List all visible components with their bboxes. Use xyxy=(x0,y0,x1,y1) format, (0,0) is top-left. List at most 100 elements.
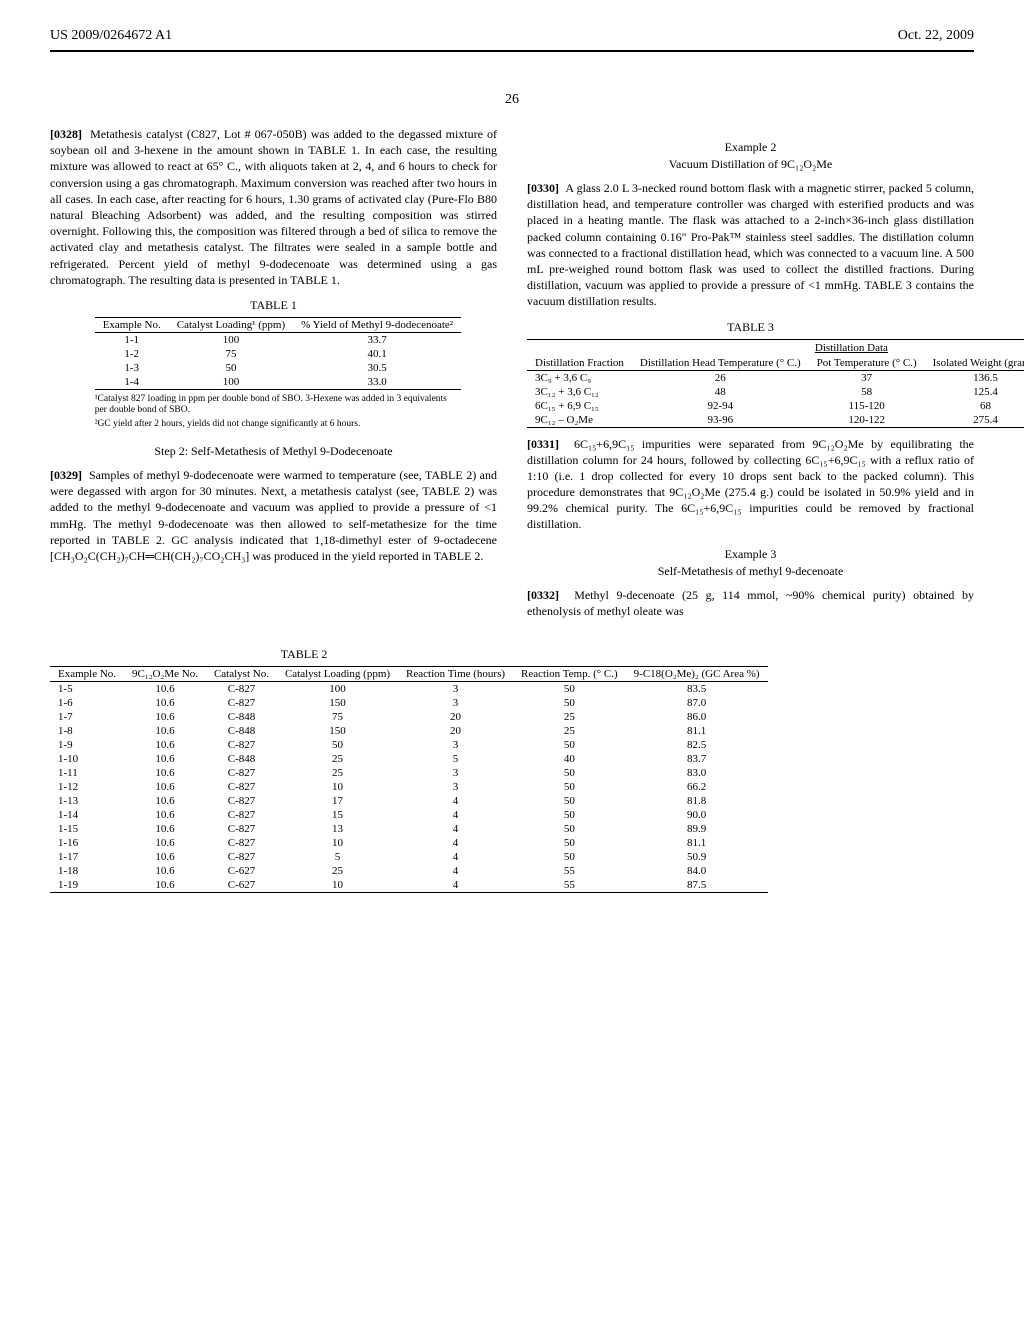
table-cell: 75 xyxy=(277,710,398,724)
table-cell: 1-7 xyxy=(50,710,124,724)
table-cell: 120-122 xyxy=(809,413,925,428)
table-cell: 10 xyxy=(277,836,398,850)
table-cell: 1-9 xyxy=(50,738,124,752)
paragraph-0331: [0331] 6C₁₅+6,9C₁₅ impurities were separ… xyxy=(527,436,974,533)
table3-label: TABLE 3 xyxy=(527,320,974,335)
table-row: 1-27540.1 xyxy=(95,347,461,361)
table-cell: 5 xyxy=(277,850,398,864)
paragraph-0328: [0328] Metathesis catalyst (C827, Lot # … xyxy=(50,126,497,288)
para-num: [0330] xyxy=(527,181,559,195)
table-cell: 50 xyxy=(513,696,626,710)
table-row: 1-1810.6C-6272545584.0 xyxy=(50,864,768,878)
table-cell: 1-15 xyxy=(50,822,124,836)
table-cell: 25 xyxy=(277,766,398,780)
patent-page: US 2009/0264672 A1 Oct. 22, 2009 26 [032… xyxy=(0,0,1024,1320)
table-cell: C-848 xyxy=(206,710,277,724)
table1-footnote1: ¹Catalyst 827 loading in ppm per double … xyxy=(95,394,453,417)
table-cell: C-827 xyxy=(206,822,277,836)
table-cell: 150 xyxy=(277,696,398,710)
t2-c3: Catalyst No. xyxy=(206,667,277,682)
example2-sub: Vacuum Distillation of 9C₁₂O₂Me xyxy=(527,157,974,172)
table-cell: 10.6 xyxy=(124,822,206,836)
para-text: 6C₁₅+6,9C₁₅ impurities were separated fr… xyxy=(527,437,974,532)
table-cell: 150 xyxy=(277,724,398,738)
table-cell: 1-19 xyxy=(50,878,124,893)
table-cell: 1-12 xyxy=(50,780,124,794)
table-row: 1-1010.6C-8482554083.7 xyxy=(50,752,768,766)
table-row: 1-1410.6C-8271545090.0 xyxy=(50,808,768,822)
para-num: [0332] xyxy=(527,588,559,602)
table-row: 1-1910.6C-6271045587.5 xyxy=(50,878,768,893)
table-cell: 33.7 xyxy=(293,332,461,347)
table-cell: 10.6 xyxy=(124,724,206,738)
table-cell: 1-3 xyxy=(95,361,169,375)
table3: Distillation Data Distillation Fraction … xyxy=(527,339,974,428)
table-cell: 50 xyxy=(513,822,626,836)
table-cell: C-827 xyxy=(206,794,277,808)
table-cell: 25 xyxy=(513,724,626,738)
table-cell: 4 xyxy=(398,836,513,850)
table-cell: 17 xyxy=(277,794,398,808)
t2-c4: Catalyst Loading (ppm) xyxy=(277,667,398,682)
table-cell: 115-120 xyxy=(809,399,925,413)
table-cell: 4 xyxy=(398,878,513,893)
table-cell: C-627 xyxy=(206,878,277,893)
table-cell: 48 xyxy=(632,385,809,399)
table-cell: 10.6 xyxy=(124,738,206,752)
page-header: US 2009/0264672 A1 Oct. 22, 2009 xyxy=(50,28,974,44)
t2-c1: Example No. xyxy=(50,667,124,682)
table-cell: 136.5 xyxy=(925,370,1024,385)
table-cell: 1-1 xyxy=(95,332,169,347)
table-cell: 10.6 xyxy=(124,710,206,724)
table-cell: 1-18 xyxy=(50,864,124,878)
table2-label: TABLE 2 xyxy=(50,647,558,662)
table-cell: 68 xyxy=(925,399,1024,413)
table-cell: 50 xyxy=(513,850,626,864)
table-cell: 58 xyxy=(809,385,925,399)
header-rule xyxy=(50,50,974,52)
table-cell: 3 xyxy=(398,738,513,752)
table-cell: 86.0 xyxy=(626,710,768,724)
table-cell: C-627 xyxy=(206,864,277,878)
table-cell: 1-14 xyxy=(50,808,124,822)
table-cell: C-848 xyxy=(206,724,277,738)
table-cell: C-827 xyxy=(206,808,277,822)
table-cell: 50 xyxy=(169,361,293,375)
t3-c4: Isolated Weight (grams) xyxy=(925,356,1024,371)
table-row: 1-110033.7 xyxy=(95,332,461,347)
table-cell: 10.6 xyxy=(124,836,206,850)
table-cell: C-827 xyxy=(206,682,277,697)
table-cell: 9C₁₂ – O₂Me xyxy=(527,413,632,428)
table-cell: 275.4 xyxy=(925,413,1024,428)
table-cell: 81.8 xyxy=(626,794,768,808)
table-cell: 25 xyxy=(513,710,626,724)
t2-c2: 9C₁₂O₂Me No. xyxy=(124,667,206,682)
table-cell: 1-5 xyxy=(50,682,124,697)
table-cell: C-827 xyxy=(206,696,277,710)
table-cell: 81.1 xyxy=(626,724,768,738)
para-text: A glass 2.0 L 3-necked round bottom flas… xyxy=(527,181,974,308)
table2: Example No. 9C₁₂O₂Me No. Catalyst No. Ca… xyxy=(50,666,768,893)
table-cell: 100 xyxy=(169,332,293,347)
table-cell: 3 xyxy=(398,766,513,780)
two-column-layout: [0328] Metathesis catalyst (C827, Lot # … xyxy=(50,126,974,629)
table-cell: 89.9 xyxy=(626,822,768,836)
table1-col2: Catalyst Loading¹ (ppm) xyxy=(169,317,293,332)
table3-title: Distillation Data xyxy=(815,342,888,354)
table-cell: 10.6 xyxy=(124,808,206,822)
table-cell: 30.5 xyxy=(293,361,461,375)
table-cell: C-827 xyxy=(206,836,277,850)
table-cell: 87.5 xyxy=(626,878,768,893)
para-text: Methyl 9-decenoate (25 g, 114 mmol, ~90%… xyxy=(527,588,974,618)
t3-c2: Distillation Head Temperature (° C.) xyxy=(632,356,809,371)
table1: Example No. Catalyst Loading¹ (ppm) % Yi… xyxy=(95,317,453,430)
table-cell: 92-94 xyxy=(632,399,809,413)
table-cell: 3C₉ + 3,6 C₉ xyxy=(527,370,632,385)
table-row: 1-510.6C-82710035083.5 xyxy=(50,682,768,697)
table1-label: TABLE 1 xyxy=(50,298,497,313)
table-cell: 50 xyxy=(513,682,626,697)
table-row: 1-710.6C-84875202586.0 xyxy=(50,710,768,724)
table-cell: 10 xyxy=(277,878,398,893)
table-cell: 40 xyxy=(513,752,626,766)
page-number: 26 xyxy=(50,92,974,108)
